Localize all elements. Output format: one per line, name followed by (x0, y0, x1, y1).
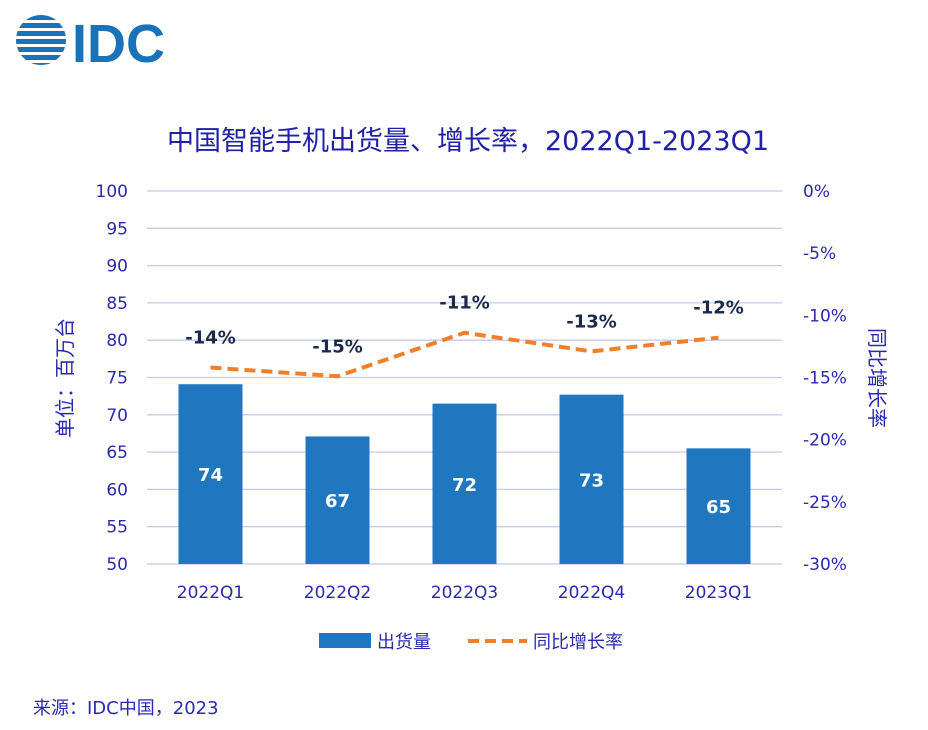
line-series (210, 330, 719, 379)
left-axis-title: 单位：百万台 (53, 318, 77, 438)
left-tick-label: 100 (96, 182, 128, 202)
right-tick-label: -10% (803, 306, 847, 326)
x-tick-label: 2022Q1 (177, 583, 244, 603)
bar-value-label: 74 (198, 465, 223, 486)
line-value-label: -15% (312, 336, 363, 357)
x-tick-label: 2023Q1 (685, 583, 752, 603)
bar-value-label: 72 (452, 475, 477, 496)
legend-bar-swatch (319, 633, 371, 648)
x-axis-labels: 2022Q1 2022Q2 2022Q3 2022Q4 2023Q1 (177, 583, 752, 603)
x-tick-label: 2022Q3 (431, 583, 498, 603)
right-tick-label: -5% (803, 244, 836, 264)
left-tick-label: 50 (106, 555, 128, 575)
right-tick-label: 0% (803, 182, 830, 202)
chart: 中国智能手机出货量、增长率，2022Q1-2023Q1 50 55 60 65 70 75… (53, 126, 889, 653)
x-tick-label: 2022Q2 (304, 583, 371, 603)
left-tick-label: 85 (106, 294, 128, 314)
growth-rate-line (210, 330, 719, 379)
bar-2022Q1 (178, 384, 243, 564)
left-tick-label: 95 (106, 219, 128, 239)
legend-bar-label: 出货量 (377, 632, 431, 653)
bar-value-label: 73 (579, 470, 604, 491)
right-tick-label: -20% (803, 431, 847, 451)
right-tick-label: -15% (803, 369, 847, 389)
right-axis-ticks: -30% -25% -20% -15% -10% -5% 0% (803, 182, 847, 575)
bar-data-labels: 74 67 72 73 65 (198, 465, 731, 518)
legend: 出货量 同比增长率 (319, 632, 623, 653)
bar-2022Q3 (432, 403, 497, 564)
bar-2023Q1 (686, 448, 751, 564)
idc-logo: IDC (14, 12, 204, 74)
right-tick-label: -25% (803, 493, 847, 513)
line-value-label: -12% (693, 298, 744, 319)
line-value-label: -14% (185, 328, 236, 349)
left-tick-label: 75 (106, 369, 128, 389)
idc-logo-graphic: IDC (16, 14, 165, 74)
bar-value-label: 67 (325, 491, 350, 512)
left-tick-label: 70 (106, 406, 128, 426)
left-axis-ticks: 50 55 60 65 70 75 80 85 90 95 100 (96, 182, 128, 575)
legend-line-label: 同比增长率 (533, 632, 623, 653)
bar-series (178, 384, 751, 564)
bar-2022Q4 (559, 394, 624, 564)
line-data-labels: -14% -15% -11% -13% -12% (185, 293, 744, 358)
idc-logo-text: IDC (72, 14, 165, 70)
right-tick-label: -30% (803, 555, 847, 575)
line-value-label: -11% (439, 293, 490, 314)
left-tick-label: 55 (106, 518, 128, 538)
right-axis-title: 同比增长率 (865, 328, 889, 428)
left-tick-label: 60 (106, 480, 128, 500)
line-value-label: -13% (566, 311, 617, 332)
chart-title: 中国智能手机出货量、增长率，2022Q1-2023Q1 (167, 126, 769, 157)
idc-globe-icon (16, 15, 66, 65)
left-tick-label: 65 (106, 443, 128, 463)
bar-2022Q2 (305, 436, 370, 564)
left-tick-label: 80 (106, 331, 128, 351)
bar-value-label: 65 (706, 497, 731, 518)
x-tick-label: 2022Q4 (558, 583, 625, 603)
left-tick-label: 90 (106, 257, 128, 277)
source-note: 来源：IDC中国，2023 (33, 698, 219, 719)
